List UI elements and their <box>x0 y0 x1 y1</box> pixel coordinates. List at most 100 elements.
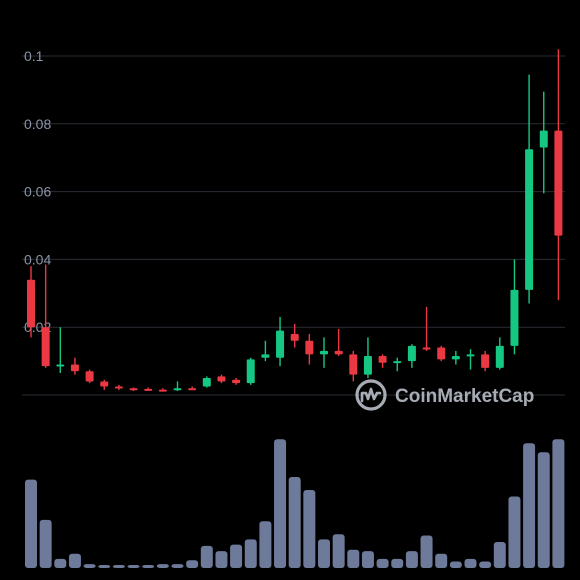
candle-body <box>232 379 241 384</box>
candle <box>437 345 446 362</box>
candle-body <box>56 364 65 367</box>
candle-body <box>173 388 182 391</box>
candle <box>363 337 372 379</box>
candle <box>144 387 153 391</box>
volume-bar <box>112 565 125 568</box>
candle <box>85 369 94 384</box>
candle-body <box>144 388 153 391</box>
volume-bar <box>171 564 184 568</box>
candle <box>261 340 270 362</box>
candle-body <box>320 350 328 355</box>
volume-bar <box>318 539 330 568</box>
candle-body <box>451 356 460 360</box>
candle <box>56 327 65 373</box>
candle <box>510 259 519 355</box>
volume-bar <box>68 553 81 568</box>
candle-body <box>495 345 504 368</box>
volume-bar <box>200 545 213 568</box>
candle <box>202 376 211 388</box>
volume-bar <box>420 535 433 568</box>
candle-body <box>217 376 226 382</box>
volume-bar <box>288 477 301 568</box>
candle-body <box>85 371 94 382</box>
volume-bar <box>259 521 272 568</box>
grid-lines <box>22 55 565 396</box>
candle-body <box>129 388 138 391</box>
volume-bar <box>186 560 199 568</box>
candle-body <box>378 356 387 363</box>
volume-bar <box>54 558 67 568</box>
candle-body <box>305 340 314 355</box>
candle <box>246 357 255 385</box>
watermark-text: CoinMarketCap <box>395 386 534 407</box>
candle-body <box>27 279 35 328</box>
candle <box>393 357 402 372</box>
y-tick-label: 0.08 <box>24 116 51 132</box>
candle-body <box>539 130 548 148</box>
candle-body <box>188 388 197 391</box>
volume-bar <box>83 564 96 568</box>
candle <box>114 384 123 390</box>
candle <box>422 306 431 351</box>
candle <box>276 317 285 367</box>
candle-body <box>276 330 285 358</box>
y-tick-label: 0.1 <box>24 48 44 64</box>
volume-bar <box>391 558 404 568</box>
candle <box>495 337 504 370</box>
candle-body <box>114 386 123 389</box>
candle-body <box>70 364 79 372</box>
candle <box>378 354 387 368</box>
candle <box>158 388 167 392</box>
candle <box>481 350 490 372</box>
price-candles <box>27 49 563 392</box>
volume-bar <box>435 553 448 568</box>
candle-body <box>158 389 167 392</box>
candle-body <box>290 333 299 341</box>
volume-bar <box>230 544 243 568</box>
candle-body <box>407 345 416 362</box>
candle <box>554 49 563 301</box>
candle <box>188 386 197 391</box>
volume-bar <box>361 551 374 568</box>
volume-bar <box>98 565 111 568</box>
candle-body <box>554 130 563 236</box>
candle <box>100 379 109 390</box>
volume-bar <box>493 542 506 568</box>
candle-body <box>202 378 211 387</box>
candle-body <box>334 350 343 355</box>
candle-body <box>422 347 431 350</box>
volume-bar <box>274 439 287 568</box>
y-axis-tick-labels: 0.020.040.060.080.1 <box>24 48 51 335</box>
candle-body <box>481 354 490 368</box>
volume-bar <box>552 439 565 568</box>
candle <box>466 349 475 370</box>
volume-bar <box>537 452 550 568</box>
volume-bar <box>479 561 492 568</box>
candle <box>525 74 534 304</box>
candle-body <box>41 327 50 367</box>
candle <box>41 264 50 368</box>
volume-bar <box>332 534 345 568</box>
candle <box>70 357 79 375</box>
candle-body <box>525 149 534 290</box>
volume-bar <box>127 565 140 568</box>
candle-body <box>510 289 519 346</box>
y-tick-label: 0.06 <box>24 184 51 200</box>
candle-body <box>363 356 372 375</box>
candle <box>305 333 314 365</box>
volume-bar <box>449 561 462 568</box>
candle <box>407 344 416 368</box>
volume-bar <box>508 496 521 568</box>
volume-bar <box>464 558 477 568</box>
volume-bar <box>25 479 37 568</box>
volume-bar <box>347 549 360 568</box>
volume-bar <box>244 539 257 568</box>
candle <box>320 337 328 368</box>
candle <box>451 350 460 365</box>
volume-bar <box>376 558 389 568</box>
volume-bar <box>405 551 418 568</box>
candle <box>290 323 299 348</box>
candle <box>27 266 35 338</box>
candle-body <box>246 359 255 384</box>
